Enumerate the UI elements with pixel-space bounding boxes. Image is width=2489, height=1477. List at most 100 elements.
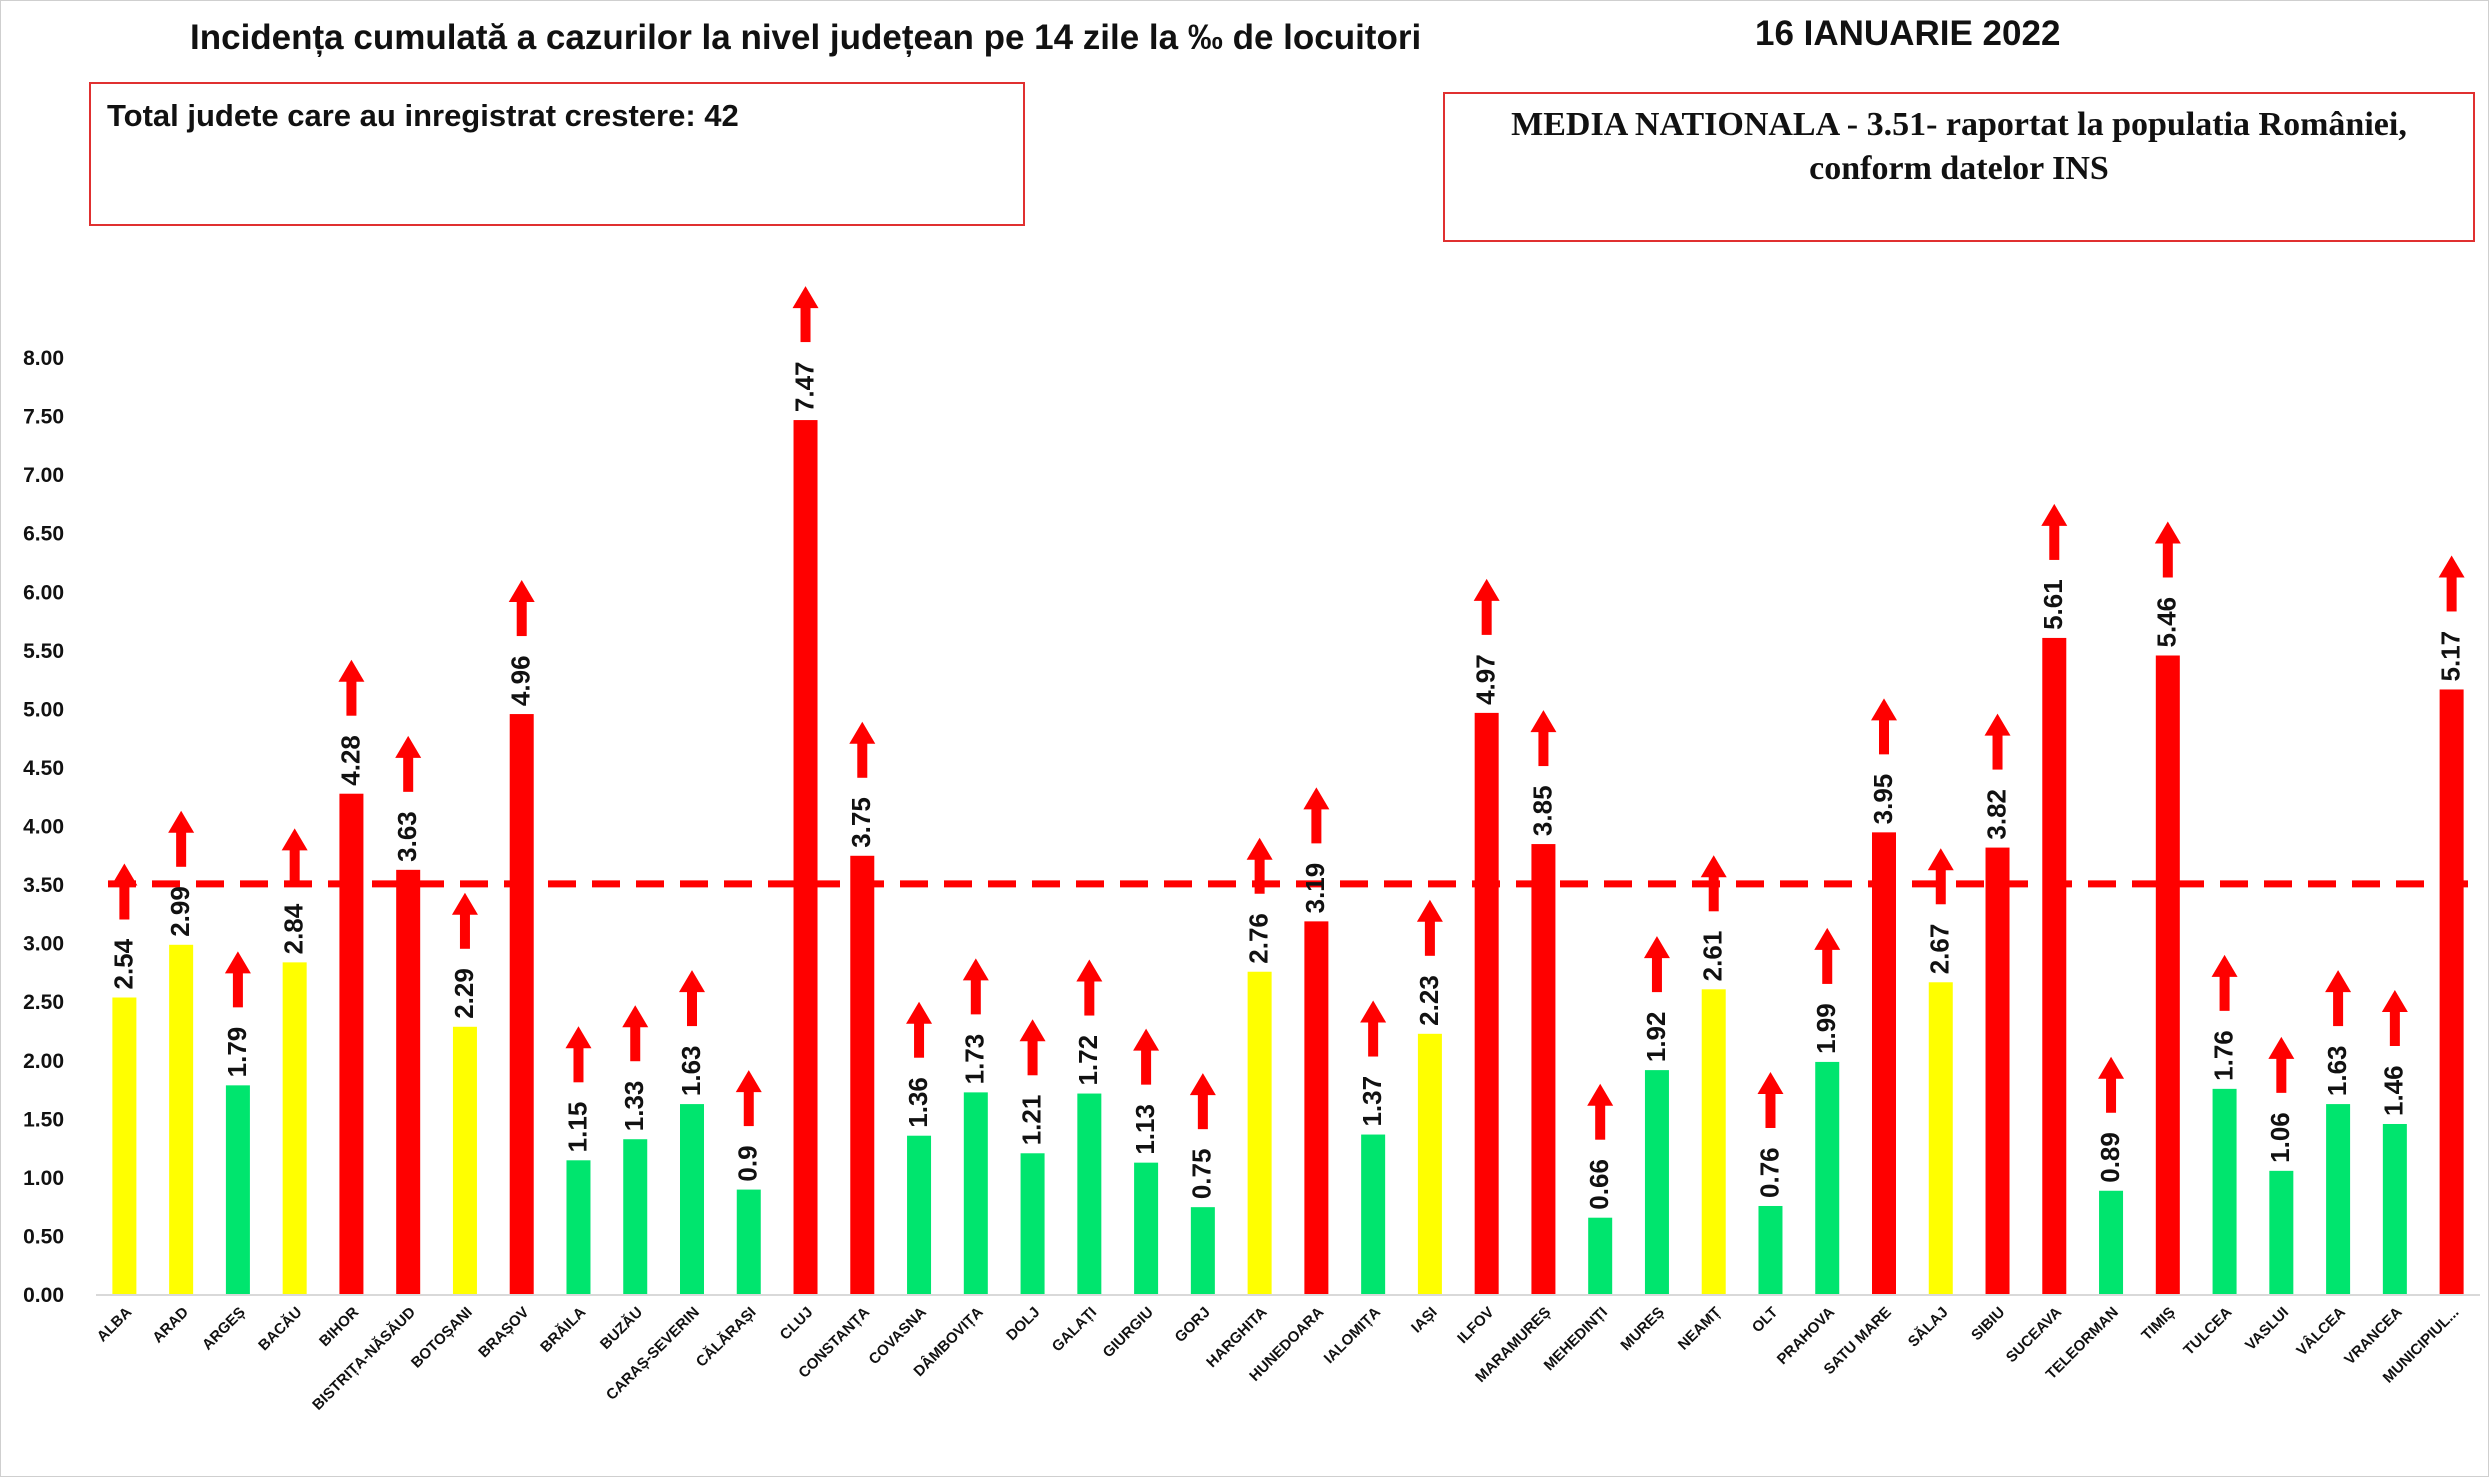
trend-arrow-up-icon (176, 830, 187, 867)
y-tick-label: 1.50 (23, 1108, 64, 1131)
bar (2269, 1170, 2294, 1295)
trend-arrow-head-icon (1189, 1073, 1216, 1096)
x-tick-label: MUREȘ (1617, 1304, 1667, 1354)
bar (793, 420, 818, 1295)
trend-arrow-head-icon (735, 1070, 762, 1093)
data-label: 2.23 (1414, 975, 1444, 1026)
trend-arrow-head-icon (1984, 713, 2011, 736)
trend-arrow-up-icon (800, 306, 811, 343)
trend-arrow-head-icon (906, 1001, 933, 1024)
data-label: 5.46 (2152, 597, 2182, 648)
bar (680, 1104, 704, 1295)
bar (225, 1085, 250, 1295)
x-tick-label: TIMIȘ (2138, 1304, 2178, 1344)
trend-arrow-head-icon (1587, 1083, 1614, 1106)
trend-arrow-up-icon (914, 1021, 925, 1058)
bar (623, 1139, 648, 1295)
data-label: 3.19 (1300, 863, 1330, 914)
data-label: 3.82 (1981, 789, 2011, 840)
data-label: 3.63 (392, 811, 422, 862)
national-average-box: MEDIA NATIONALA - 3.51- raportat la popu… (1443, 92, 2475, 242)
trend-arrow-up-icon (1481, 598, 1492, 635)
trend-arrow-up-icon (1992, 733, 2003, 770)
data-label: 1.99 (1811, 1003, 1841, 1054)
bar (1304, 921, 1329, 1295)
bar (1134, 1162, 1159, 1295)
trend-arrow-up-icon (2162, 541, 2173, 578)
trend-arrow-head-icon (1246, 837, 1273, 860)
bar (1361, 1134, 1386, 1295)
bar (396, 869, 421, 1295)
x-tick-label: ARAD (149, 1304, 192, 1347)
trend-arrow-up-icon (1538, 730, 1549, 767)
trend-arrow-up-icon (2276, 1056, 2287, 1093)
data-label: 1.33 (619, 1081, 649, 1132)
trend-arrow-head-icon (2438, 555, 2465, 578)
trend-arrow-head-icon (1133, 1028, 1160, 1051)
trend-arrow-head-icon (1927, 848, 1954, 871)
trend-arrow-head-icon (1473, 578, 1500, 601)
x-tick-label: TULCEA (2180, 1304, 2235, 1359)
bar (1417, 1033, 1442, 1295)
trend-arrow-up-icon (232, 971, 243, 1008)
y-tick-label: 3.50 (23, 874, 64, 897)
bar (2212, 1088, 2237, 1295)
bar (566, 1160, 591, 1295)
data-label: 0.76 (1754, 1147, 1784, 1198)
y-tick-label: 3.00 (23, 933, 64, 956)
data-label: 3.85 (1527, 785, 1557, 836)
x-tick-label: BOTOȘANI (408, 1304, 476, 1372)
x-tick-label: BRAȘOV (475, 1304, 532, 1361)
trend-arrow-up-icon (346, 679, 357, 716)
trend-arrow-up-icon (1197, 1093, 1208, 1130)
x-tick-label: ARGEȘ (199, 1304, 249, 1354)
x-tick-label: GORJ (1172, 1304, 1214, 1346)
trend-arrow-up-icon (1311, 807, 1322, 844)
data-label: 0.9 (733, 1145, 763, 1181)
y-tick-label: 8.00 (23, 347, 64, 370)
trend-arrow-up-icon (857, 741, 868, 778)
data-label: 1.92 (1641, 1012, 1671, 1063)
chart-title: Incidența cumulată a cazurilor la nivel … (190, 18, 1422, 57)
trend-arrow-head-icon (1360, 1000, 1387, 1023)
trend-arrow-head-icon (1700, 855, 1727, 878)
x-tick-label: DOLJ (1003, 1304, 1043, 1344)
trend-arrow-head-icon (1530, 710, 1557, 733)
x-tick-label: BISTRIȚA-NĂSĂUD (309, 1304, 419, 1414)
trend-arrow-head-icon (2041, 503, 2068, 526)
data-label: 1.13 (1130, 1104, 1160, 1155)
data-label: 0.66 (1584, 1159, 1614, 1210)
trend-arrow-up-icon (1935, 868, 1946, 905)
trend-arrow-up-icon (1822, 947, 1833, 984)
bar (1701, 989, 1726, 1295)
data-label: 1.73 (960, 1034, 990, 1085)
trend-arrow-head-icon (281, 828, 308, 851)
trend-arrow-head-icon (622, 1005, 649, 1028)
national-average-text-line2: conform datelor INS (1809, 150, 2109, 187)
bar (1928, 982, 1953, 1295)
y-tick-label: 7.50 (23, 406, 64, 429)
bar (2042, 637, 2067, 1295)
bar (736, 1189, 761, 1295)
x-tick-label: CLUJ (777, 1304, 817, 1344)
y-tick-label: 6.00 (23, 581, 64, 604)
bar (2155, 655, 2180, 1295)
trend-arrow-up-icon (289, 848, 300, 885)
data-label: 1.21 (1016, 1095, 1046, 1146)
trend-arrow-head-icon (1303, 787, 1330, 810)
trend-arrow-up-icon (1084, 979, 1095, 1016)
trend-arrow-up-icon (1141, 1048, 1152, 1085)
bar (2326, 1104, 2351, 1295)
trend-arrow-head-icon (1814, 927, 1841, 950)
y-tick-label: 7.00 (23, 464, 64, 487)
bar (850, 855, 875, 1295)
data-label: 5.17 (2435, 631, 2465, 682)
bar (963, 1092, 988, 1295)
trend-arrow-up-icon (1879, 718, 1889, 755)
trend-arrow-up-icon (1368, 1020, 1379, 1057)
data-label: 3.95 (1868, 774, 1898, 825)
data-label: 4.96 (506, 655, 536, 706)
data-label: 1.37 (1357, 1076, 1387, 1127)
x-tick-label: BIHOR (316, 1304, 362, 1350)
x-tick-label: IAȘI (1408, 1304, 1441, 1337)
